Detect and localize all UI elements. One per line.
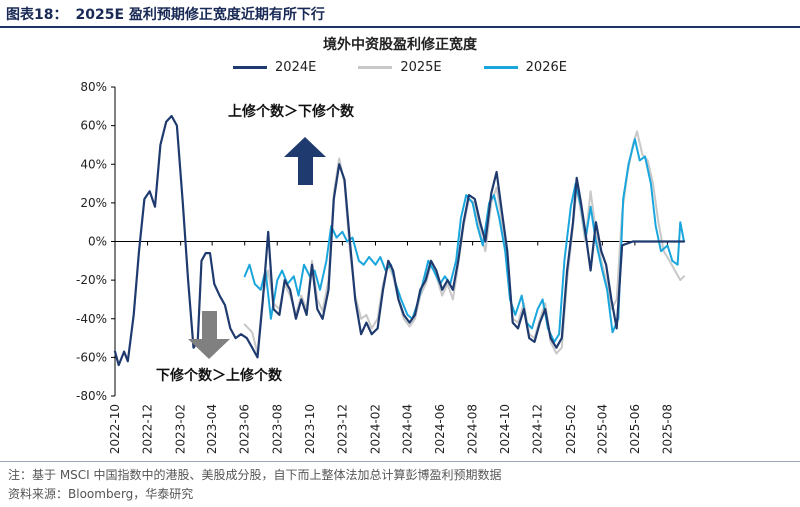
- y-tick-label: -60%: [76, 350, 107, 364]
- legend-label-2026e: 2026E: [525, 60, 567, 75]
- x-tick-label: 2024-02: [368, 404, 382, 454]
- annotation-down: 下修个数＞上修个数: [156, 368, 282, 384]
- x-tick-label: 2025-08: [660, 404, 674, 454]
- annotation-up: 上修个数＞下修个数: [228, 104, 354, 120]
- x-tick-label: 2023-06: [238, 404, 252, 454]
- chart-title: 境外中资股盈利修正宽度: [323, 37, 477, 53]
- chart-legend: 2024E 2025E 2026E: [0, 60, 800, 75]
- y-tick-label: -80%: [76, 389, 107, 403]
- up-arrow-icon: [284, 137, 326, 185]
- x-tick-label: 2023-04: [205, 404, 219, 454]
- down-arrow-icon: [188, 311, 230, 359]
- x-tick-label: 2024-06: [433, 404, 447, 454]
- y-tick-label: 0%: [88, 235, 107, 249]
- x-tick-label: 2024-04: [401, 404, 415, 454]
- footnote: 注：基于 MSCI 中国指数中的港股、美股成分股，自下而上整体法加总计算彭博盈利…: [8, 468, 502, 482]
- source-note: 资料来源：Bloomberg，华泰研究: [8, 487, 194, 501]
- legend-swatch-2024e: [233, 66, 268, 69]
- y-tick-label: -20%: [76, 273, 107, 287]
- legend-swatch-2025e: [358, 66, 393, 69]
- x-tick-label: 2022-12: [141, 404, 155, 454]
- legend-item-2026e: 2026E: [483, 60, 567, 75]
- legend-item-2024e: 2024E: [233, 60, 316, 75]
- footer-rule: [0, 461, 800, 462]
- legend-swatch-2026e: [483, 66, 518, 69]
- x-tick-label: 2022-10: [108, 404, 122, 454]
- y-tick-label: 80%: [80, 80, 107, 94]
- x-tick-label: 2025-02: [564, 404, 578, 454]
- y-tick-label: -40%: [76, 312, 107, 326]
- figure-title: 2025E 盈利预期修正宽度近期有所下行: [75, 7, 325, 23]
- series-line-2024e: [113, 114, 686, 367]
- x-tick-label: 2024-12: [531, 404, 545, 454]
- x-tick-label: 2025-06: [628, 404, 642, 454]
- x-tick-label: 2024-08: [466, 404, 480, 454]
- figure-header: 图表18： 2025E 盈利预期修正宽度近期有所下行: [6, 4, 325, 24]
- y-tick-label: 40%: [80, 157, 107, 171]
- x-tick-label: 2025-04: [595, 404, 609, 454]
- x-tick-label: 2023-12: [335, 404, 349, 454]
- legend-item-2025e: 2025E: [358, 60, 442, 75]
- x-tick-label: 2023-02: [174, 404, 188, 454]
- y-tick-label: 60%: [80, 119, 107, 133]
- legend-label-2025e: 2025E: [400, 60, 442, 75]
- legend-label-2024e: 2024E: [275, 60, 317, 75]
- y-tick-label: 20%: [80, 196, 107, 210]
- figure-label: 图表18：: [6, 7, 68, 23]
- x-tick-label: 2023-10: [303, 404, 317, 454]
- series-line-2026e: [243, 138, 685, 343]
- x-tick-label: 2023-08: [270, 404, 284, 454]
- x-tick-label: 2024-10: [498, 404, 512, 454]
- header-rule: [0, 26, 800, 28]
